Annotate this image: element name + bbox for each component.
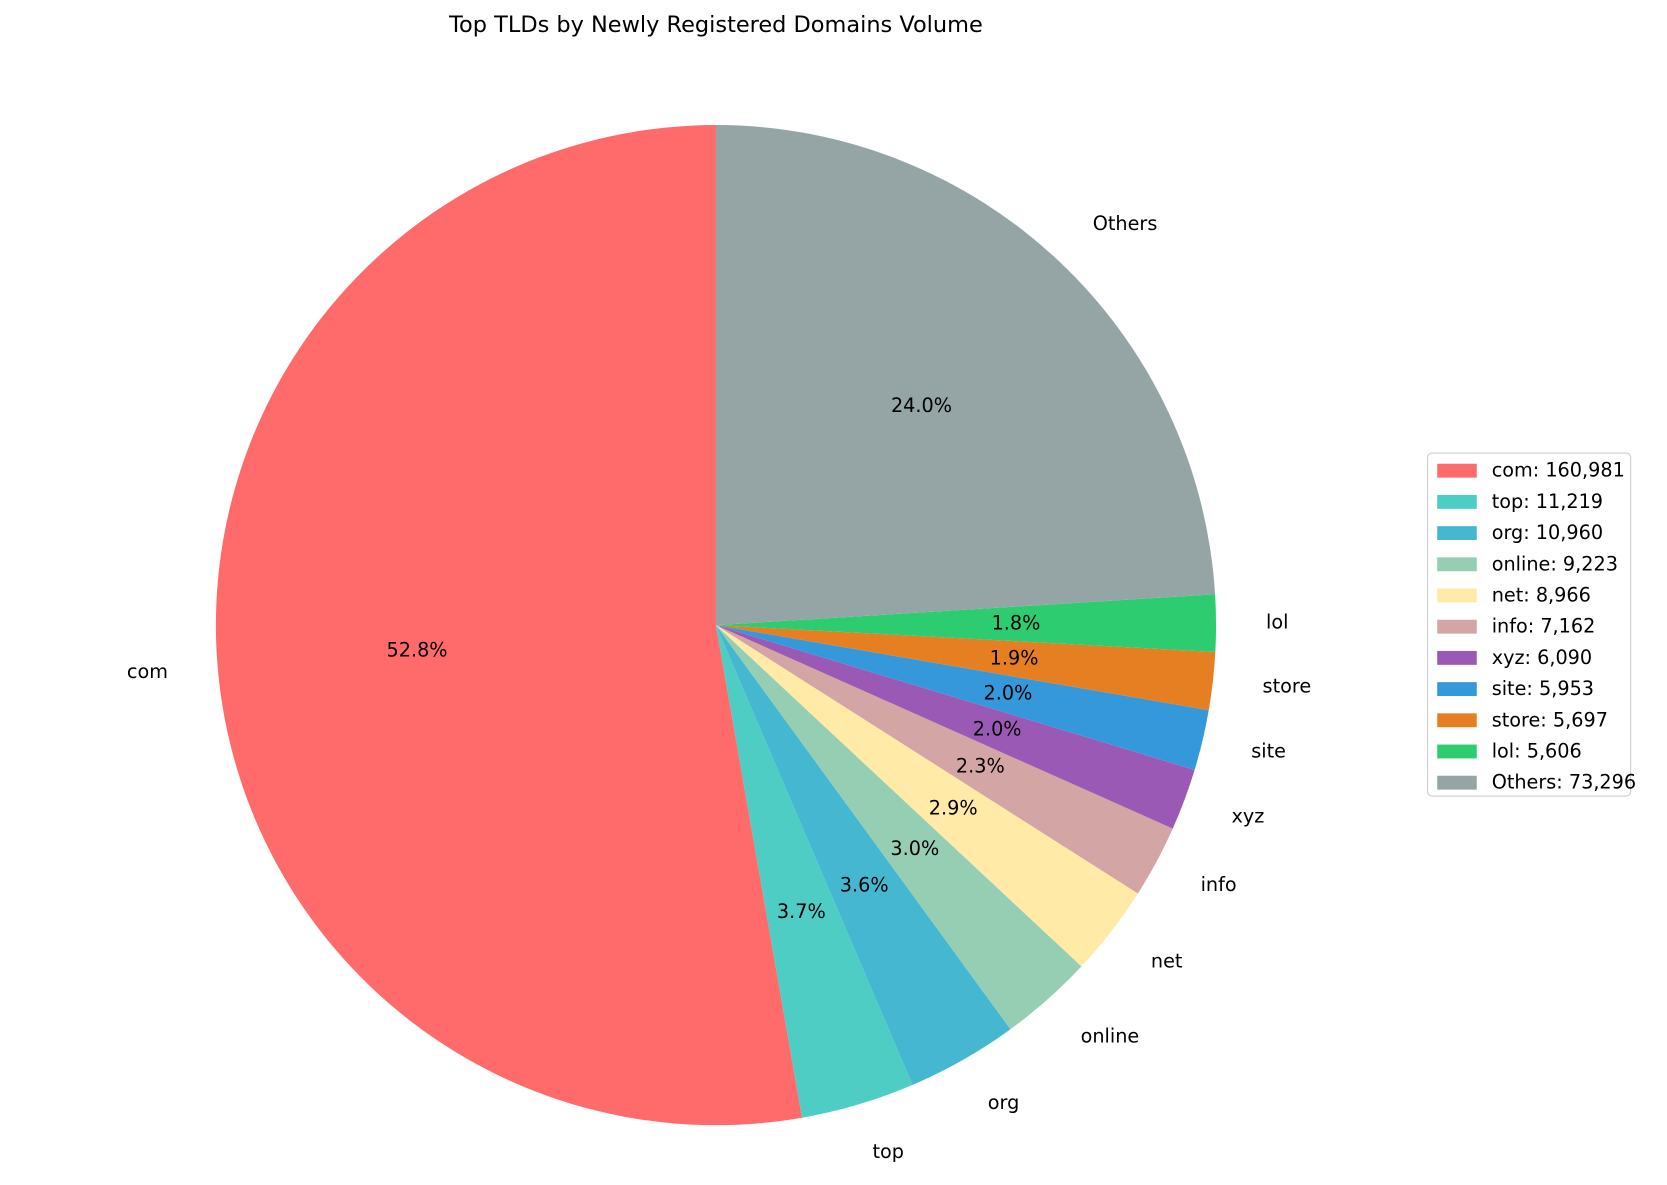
legend-swatch	[1437, 526, 1477, 541]
legend-swatch	[1437, 775, 1477, 790]
legend-label: site: 5,953	[1492, 677, 1594, 700]
percent-label: 3.7%	[777, 900, 826, 923]
slice-label: store	[1263, 674, 1312, 697]
legend-swatch	[1437, 713, 1477, 728]
percent-label: 2.0%	[973, 717, 1022, 740]
legend-label: xyz: 6,090	[1492, 646, 1592, 669]
percent-label: 1.9%	[990, 646, 1039, 669]
pie-slice	[715, 625, 1011, 1085]
legend-swatch	[1437, 650, 1477, 665]
legend-label: top: 11,219	[1492, 490, 1603, 513]
legend-swatch	[1437, 619, 1477, 634]
slice-label: lol	[1266, 610, 1288, 633]
legend-label: net: 8,966	[1492, 584, 1591, 607]
pie-slice	[715, 625, 1138, 967]
legend-label: store: 5,697	[1492, 708, 1608, 731]
slice-label: net	[1151, 949, 1183, 972]
legend-label: Others: 73,296	[1492, 771, 1636, 794]
percent-label: 2.9%	[929, 796, 978, 819]
legend-box	[1427, 452, 1632, 797]
percent-label: 2.0%	[984, 682, 1033, 705]
pie-slice	[715, 625, 1216, 711]
percent-label: 1.8%	[992, 611, 1041, 634]
legend-swatch	[1437, 682, 1477, 697]
slice-label: online	[1081, 1024, 1140, 1047]
slice-label: top	[872, 1140, 904, 1163]
percent-label: 24.0%	[891, 394, 952, 417]
pie-slice	[715, 594, 1217, 652]
slice-label: info	[1201, 873, 1237, 896]
percent-label: 3.6%	[840, 873, 889, 896]
pie-slice	[715, 625, 1195, 829]
legend-label: com: 160,981	[1492, 459, 1625, 482]
pie-slice	[715, 625, 1082, 1030]
percent-label: 3.0%	[890, 837, 939, 860]
legend-swatch	[1437, 588, 1477, 603]
slice-label: xyz	[1231, 805, 1264, 828]
slice-label: site	[1251, 739, 1286, 762]
legend-label: org: 10,960	[1492, 521, 1603, 544]
pie-slice	[715, 125, 1216, 626]
pie-slice	[715, 625, 1173, 894]
legend-swatch	[1437, 744, 1477, 759]
legend-label: info: 7,162	[1492, 615, 1596, 638]
pie-slice	[715, 625, 1209, 770]
legend-swatch	[1437, 557, 1477, 572]
legend-label: online: 9,223	[1492, 552, 1618, 575]
legend-label: lol: 5,606	[1492, 740, 1582, 763]
chart-title: Top TLDs by Newly Registered Domains Vol…	[448, 12, 983, 38]
slice-label: org	[988, 1091, 1020, 1114]
pie-slice	[715, 625, 913, 1118]
percent-label: 52.8%	[387, 639, 448, 662]
slice-label: com	[127, 660, 168, 683]
legend-swatch	[1437, 494, 1477, 509]
legend-swatch	[1437, 463, 1477, 478]
percent-label: 2.3%	[956, 755, 1005, 778]
slice-label: Others	[1093, 212, 1158, 235]
pie-slice	[215, 125, 803, 1126]
